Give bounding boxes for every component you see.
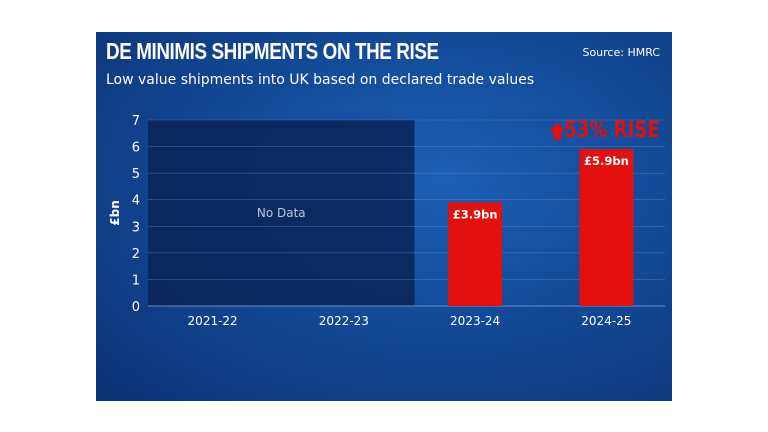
y-tick-label: 5 <box>132 167 140 182</box>
no-data-label: No Data <box>257 206 306 220</box>
data-label: £3.9bn <box>453 207 498 221</box>
y-tick-label: 4 <box>132 194 140 209</box>
data-label: £5.9bn <box>584 154 629 168</box>
rise-annotation: 53% RISE <box>564 116 659 142</box>
chart-title: DE MINIMIS SHIPMENTS ON THE RISE <box>106 38 439 64</box>
y-tick-label: 3 <box>132 220 140 235</box>
x-tick-label: 2022-23 <box>319 314 369 328</box>
chart-subtitle: Low value shipments into UK based on dec… <box>106 72 535 88</box>
y-tick-label: 2 <box>132 247 140 262</box>
bar <box>448 202 503 306</box>
chart-source: Source: HMRC <box>582 46 660 59</box>
up-arrow-icon <box>549 122 566 140</box>
y-tick-label: 6 <box>132 141 140 156</box>
y-tick-label: 1 <box>132 273 140 288</box>
y-tick-label: 0 <box>132 300 140 315</box>
x-tick-label: 2023-24 <box>450 314 500 328</box>
bar <box>579 149 634 306</box>
x-tick-label: 2024-25 <box>581 314 631 328</box>
no-data-region <box>148 120 415 306</box>
y-axis-label: £bn <box>108 200 122 225</box>
y-tick-label: 7 <box>132 114 140 129</box>
x-tick-label: 2021-22 <box>188 314 238 328</box>
